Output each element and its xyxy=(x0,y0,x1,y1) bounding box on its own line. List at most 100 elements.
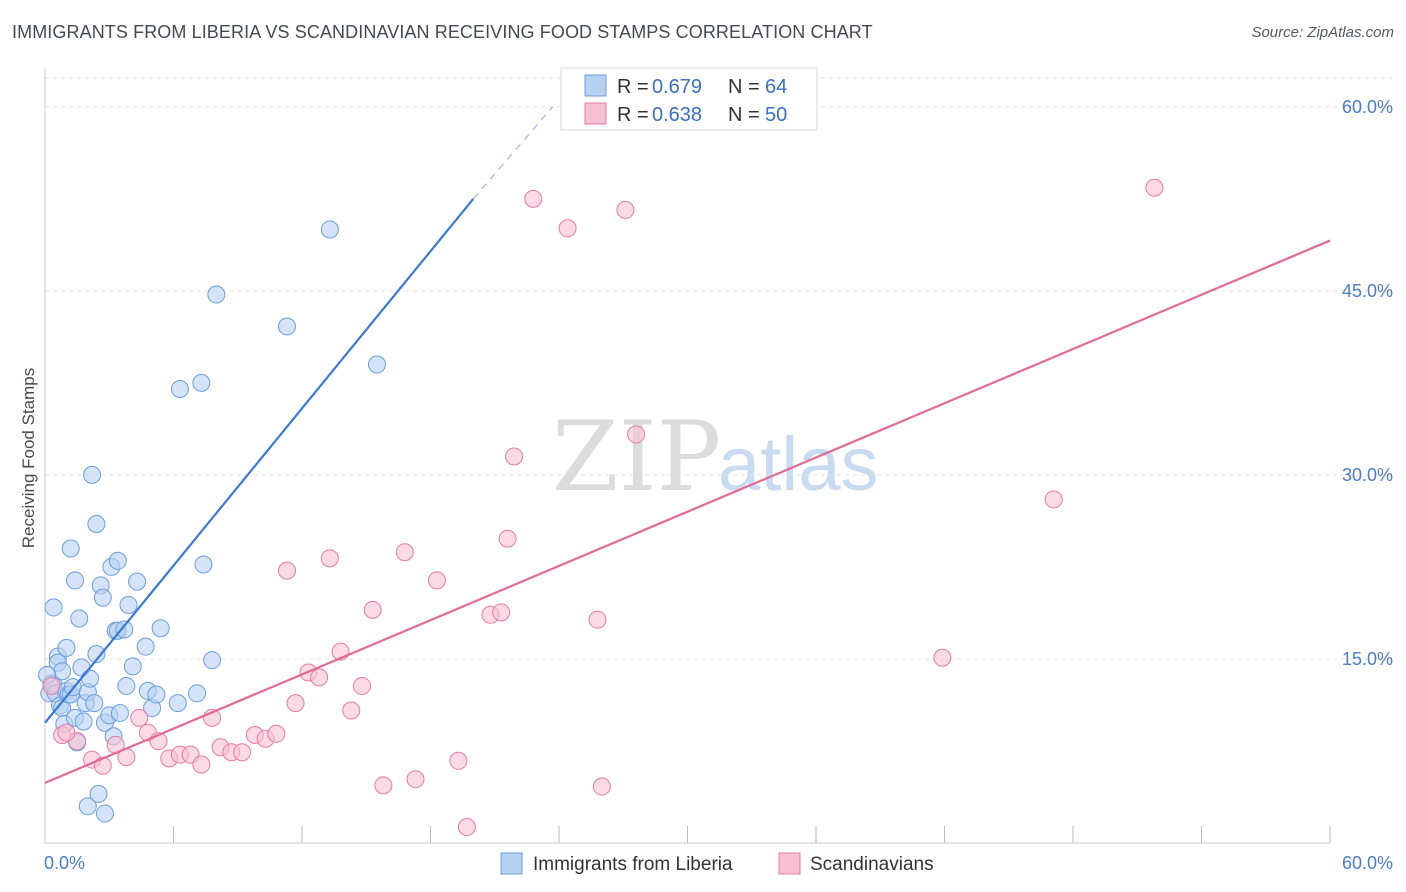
point-0-28 xyxy=(87,514,106,533)
trendline-liberia-extension xyxy=(472,106,554,200)
legend-n-label-1: N = xyxy=(728,76,760,98)
point-0-13 xyxy=(61,539,80,558)
point-1-48 xyxy=(1145,178,1164,197)
point-0-53 xyxy=(170,380,189,399)
y-axis-label: Receiving Food Stamps xyxy=(19,368,38,548)
point-0-9 xyxy=(53,662,72,681)
trendline-scandinavians xyxy=(44,239,1331,784)
legend-bottom-label-scandinavians: Scandinavians xyxy=(810,854,934,875)
point-0-61 xyxy=(367,355,386,374)
point-0-59 xyxy=(278,317,297,336)
point-0-51 xyxy=(151,619,170,638)
point-0-52 xyxy=(168,694,187,713)
point-0-43 xyxy=(117,676,136,695)
point-0-21 xyxy=(74,712,93,731)
legend-bottom-label-liberia: Immigrants from Liberia xyxy=(533,854,733,875)
point-0-16 xyxy=(65,571,84,590)
chart-title: IMMIGRANTS FROM LIBERIA VS SCANDINAVIAN … xyxy=(12,22,873,42)
point-0-41 xyxy=(110,703,129,722)
point-0-27 xyxy=(85,694,104,713)
point-1-42 xyxy=(588,610,607,629)
legend-bottom-swatch-liberia xyxy=(500,852,523,875)
point-0-45 xyxy=(123,657,142,676)
point-0-34 xyxy=(95,804,114,823)
axes xyxy=(44,68,1331,844)
point-1-17 xyxy=(233,743,252,762)
legend-bottom-swatch-scandinavians xyxy=(778,852,801,875)
point-1-4 xyxy=(93,756,112,775)
point-1-31 xyxy=(395,543,414,562)
y-tick-label-3: 60.0% xyxy=(1342,97,1393,117)
point-1-34 xyxy=(449,751,468,770)
legend-r-value-1: 0.679 xyxy=(652,76,702,98)
point-0-32 xyxy=(93,588,112,607)
legend-swatch-liberia xyxy=(584,74,607,97)
point-1-30 xyxy=(374,776,393,795)
legend-bottom: Immigrants from Liberia Scandinavians xyxy=(500,852,934,875)
trendlines xyxy=(44,106,1331,784)
legend-r-label-2: R = xyxy=(617,104,649,126)
legend-swatch-scandinavians xyxy=(584,102,607,125)
point-0-55 xyxy=(192,373,211,392)
point-1-25 xyxy=(320,549,339,568)
point-0-30 xyxy=(89,784,108,803)
legend-n-value-1: 64 xyxy=(765,76,787,98)
gridlines xyxy=(45,77,1392,660)
point-0-44 xyxy=(119,595,138,614)
point-1-21 xyxy=(278,561,297,580)
point-1-22 xyxy=(286,694,305,713)
point-0-29 xyxy=(87,645,106,664)
point-1-33 xyxy=(427,571,446,590)
point-1-46 xyxy=(933,648,952,667)
legend-n-label-2: N = xyxy=(728,104,760,126)
point-0-50 xyxy=(147,685,166,704)
point-0-57 xyxy=(203,651,222,670)
point-1-29 xyxy=(363,600,382,619)
legend-r-label-1: R = xyxy=(617,76,649,98)
y-tick-label-1: 30.0% xyxy=(1342,465,1393,485)
x-tick-label-1: 60.0% xyxy=(1342,853,1393,873)
point-0-3 xyxy=(44,598,63,617)
point-1-41 xyxy=(558,219,577,238)
point-1-40 xyxy=(524,189,543,208)
point-0-47 xyxy=(136,637,155,656)
source-label: Source: ZipAtlas.com xyxy=(1251,24,1394,41)
point-0-23 xyxy=(78,797,97,816)
point-1-44 xyxy=(616,200,635,219)
point-1-43 xyxy=(592,777,611,796)
point-1-37 xyxy=(492,603,511,622)
series-liberia-points xyxy=(38,220,386,823)
point-0-63 xyxy=(57,638,76,657)
point-0-56 xyxy=(194,555,213,574)
y-tick-label-0: 15.0% xyxy=(1342,649,1393,669)
point-1-13 xyxy=(192,755,211,774)
point-1-49 xyxy=(57,723,76,742)
point-0-26 xyxy=(83,465,102,484)
watermark-zip: ZIP xyxy=(552,401,721,513)
y-tick-labels: 15.0% 30.0% 45.0% 60.0% xyxy=(1342,97,1393,669)
point-0-58 xyxy=(207,285,226,304)
point-1-20 xyxy=(267,724,286,743)
point-1-7 xyxy=(130,708,149,727)
x-tick-labels: 0.0% 60.0% xyxy=(44,853,1393,873)
point-1-35 xyxy=(457,818,476,837)
trendline-liberia xyxy=(44,198,475,724)
point-0-40 xyxy=(108,551,127,570)
point-0-46 xyxy=(128,572,147,591)
point-1-45 xyxy=(627,425,646,444)
point-0-60 xyxy=(320,220,339,239)
point-1-47 xyxy=(1044,490,1063,509)
point-0-25 xyxy=(80,669,99,688)
point-1-39 xyxy=(505,447,524,466)
legend-n-value-2: 50 xyxy=(765,104,787,126)
legend-r-value-2: 0.638 xyxy=(652,104,702,126)
point-0-54 xyxy=(188,684,207,703)
y-tick-label-2: 45.0% xyxy=(1342,281,1393,301)
point-1-28 xyxy=(352,676,371,695)
point-1-38 xyxy=(498,529,517,548)
point-0-19 xyxy=(70,609,89,628)
point-1-32 xyxy=(406,770,425,789)
watermark: ZIP atlas xyxy=(552,401,879,513)
point-0-42 xyxy=(115,620,134,639)
point-1-27 xyxy=(342,701,361,720)
